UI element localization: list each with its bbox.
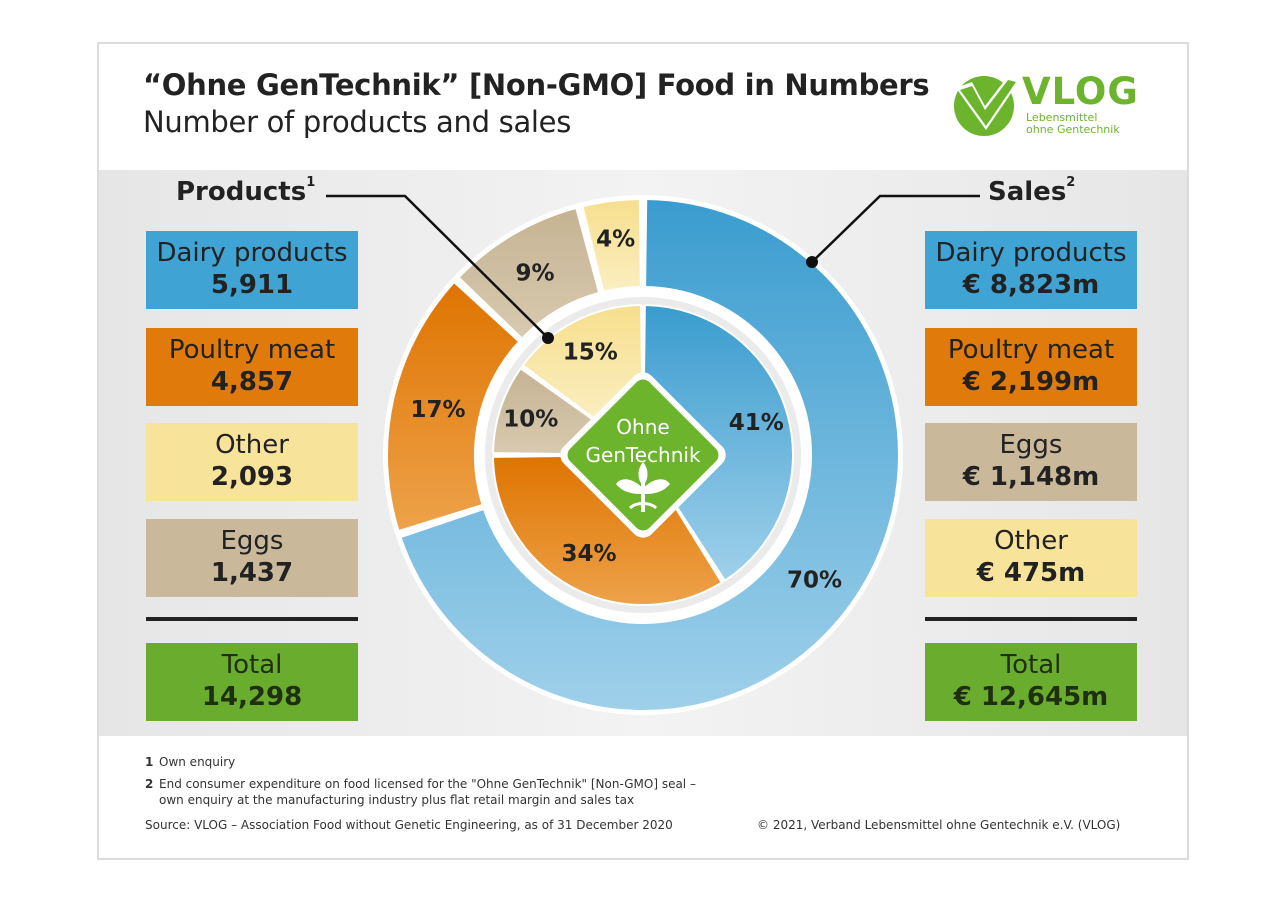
outer-slice-dairy (399, 198, 900, 712)
products-box-label: Eggs (220, 526, 284, 556)
products-total-value: 14,298 (201, 682, 303, 712)
products-box-label: Dairy products (156, 238, 348, 268)
copyright-note: © 2021, Verband Lebensmittel ohne Gentec… (757, 818, 1121, 832)
sales-heading: Sales2 (988, 175, 1076, 207)
sales-divider (925, 617, 1137, 621)
vlog-logo: VLOG Lebensmittel ohne Gentechnik (952, 70, 1152, 140)
products-heading: Products1 (176, 175, 316, 207)
products-box-value: 1,437 (210, 558, 294, 588)
products-box-poultry: Poultry meat 4,857 (146, 328, 358, 406)
plant-icon (616, 462, 670, 512)
outer-label-other: 4% (596, 227, 635, 253)
sales-box-label: Dairy products (935, 238, 1127, 268)
products-divider (146, 617, 358, 621)
products-total-label: Total (221, 650, 283, 680)
products-box-eggs: Eggs 1,437 (146, 519, 358, 597)
sales-box-value: € 8,823m (962, 270, 1100, 300)
inner-label-eggs: 10% (503, 407, 558, 433)
ohne-gentechnik-seal: Ohne GenTechnik (560, 372, 726, 538)
page-title: “Ohne GenTechnik” [Non-GMO] Food in Numb… (143, 68, 930, 102)
sales-box-value: € 475m (976, 558, 1086, 588)
logo-tagline: Lebensmittel ohne Gentechnik (1026, 112, 1120, 136)
outer-slice-other (581, 198, 642, 293)
footnote-1: 1 Own enquiry (145, 755, 235, 769)
outer-slice-eggs (457, 206, 601, 340)
footnote-1-mark: 1 (145, 755, 154, 769)
sales-box-label: Poultry meat (947, 335, 1115, 365)
inner-label-dairy: 41% (729, 410, 784, 436)
sales-leader-line (811, 194, 980, 263)
footnote-2-cont: own enquiry at the manufacturing industr… (159, 793, 635, 807)
sales-box-dairy: Dairy products € 8,823m (925, 231, 1137, 309)
logo-tagline-line2: ohne Gentechnik (1026, 123, 1120, 136)
products-box-dairy: Dairy products 5,911 (146, 231, 358, 309)
sales-box-value: € 2,199m (962, 367, 1100, 397)
logo-wordmark: VLOG (1022, 70, 1139, 113)
footnote-1-text: Own enquiry (159, 755, 236, 769)
outer-ring (386, 198, 900, 712)
vlog-check-icon (954, 76, 1020, 136)
outer-label-dairy: 70% (787, 568, 842, 594)
inner-label-other: 15% (563, 340, 618, 366)
slice-labels: 70% 17% 9% 4% 41% 34% 10% 15% (411, 227, 843, 594)
sales-heading-text: Sales (988, 177, 1067, 207)
sales-total-label: Total (1000, 650, 1062, 680)
products-leader-line (326, 194, 549, 339)
outer-label-eggs: 9% (516, 261, 555, 287)
sales-leader-dot (806, 256, 818, 268)
outer-slice-poultry (386, 280, 521, 533)
products-box-label: Poultry meat (168, 335, 336, 365)
footnote-2-mark: 2 (145, 777, 154, 791)
sales-footnote-mark: 2 (1066, 175, 1076, 191)
sales-box-label: Eggs (999, 430, 1063, 460)
source-note: Source: VLOG – Association Food without … (145, 818, 673, 832)
products-footnote-mark: 1 (306, 175, 316, 191)
seal-line1: Ohne (616, 415, 669, 439)
page-subtitle: Number of products and sales (143, 105, 572, 139)
sales-box-label: Other (994, 526, 1068, 556)
products-box-label: Other (215, 430, 289, 460)
outer-label-poultry: 17% (411, 397, 466, 423)
footnote-2-line1: End consumer expenditure on food license… (159, 777, 696, 791)
sales-box-poultry: Poultry meat € 2,199m (925, 328, 1137, 406)
products-leader-dot (542, 332, 554, 344)
products-total-box: Total 14,298 (146, 643, 358, 721)
footnote-2: 2 End consumer expenditure on food licens… (145, 777, 696, 791)
products-heading-text: Products (176, 177, 307, 207)
products-box-other: Other 2,093 (146, 423, 358, 501)
sales-box-value: € 1,148m (962, 462, 1100, 492)
sales-total-value: € 12,645m (953, 682, 1109, 712)
inner-label-poultry: 34% (562, 541, 617, 567)
sales-total-box: Total € 12,645m (925, 643, 1137, 721)
products-box-value: 2,093 (210, 462, 294, 492)
sales-box-other: Other € 475m (925, 519, 1137, 597)
products-box-value: 4,857 (210, 367, 294, 397)
logo-tagline-line1: Lebensmittel (1026, 111, 1098, 124)
sales-box-eggs: Eggs € 1,148m (925, 423, 1137, 501)
seal-diamond (567, 379, 719, 531)
products-box-value: 5,911 (210, 270, 294, 300)
